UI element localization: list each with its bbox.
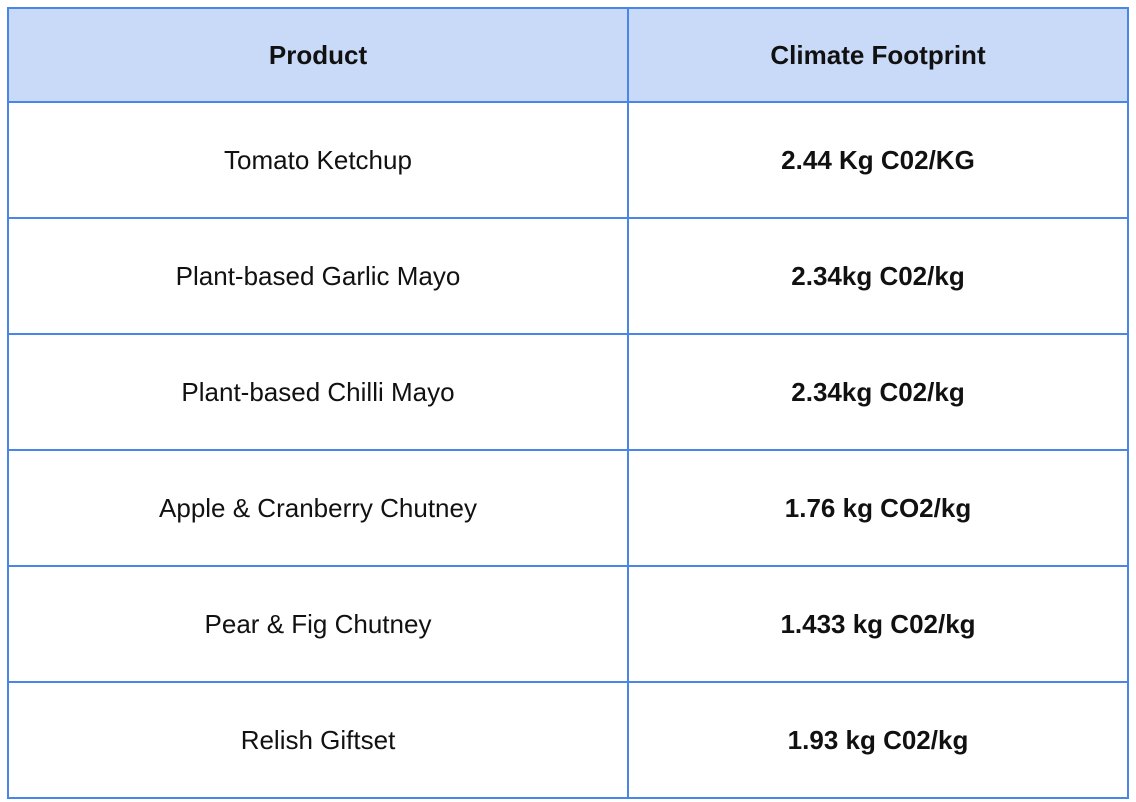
climate-footprint-table: Product Climate Footprint Tomato Ketchup… [7,7,1129,799]
footprint-cell: 1.76 kg CO2/kg [627,449,1129,567]
table-row: Relish Giftset 1.93 kg C02/kg [7,681,1129,799]
product-cell: Apple & Cranberry Chutney [7,449,629,567]
product-cell: Tomato Ketchup [7,101,629,219]
table-row: Pear & Fig Chutney 1.433 kg C02/kg [7,565,1129,683]
footprint-cell: 2.34kg C02/kg [627,217,1129,335]
footprint-cell: 2.34kg C02/kg [627,333,1129,451]
footprint-cell: 1.433 kg C02/kg [627,565,1129,683]
footprint-cell: 1.93 kg C02/kg [627,681,1129,799]
table-row: Apple & Cranberry Chutney 1.76 kg CO2/kg [7,449,1129,567]
table-row: Plant-based Garlic Mayo 2.34kg C02/kg [7,217,1129,335]
product-cell: Pear & Fig Chutney [7,565,629,683]
header-climate-footprint: Climate Footprint [627,7,1129,103]
product-cell: Plant-based Garlic Mayo [7,217,629,335]
table-header-row: Product Climate Footprint [7,7,1129,103]
header-product: Product [7,7,629,103]
footprint-table-container: Product Climate Footprint Tomato Ketchup… [7,7,1129,799]
product-cell: Plant-based Chilli Mayo [7,333,629,451]
footprint-cell: 2.44 Kg C02/KG [627,101,1129,219]
product-cell: Relish Giftset [7,681,629,799]
table-row: Plant-based Chilli Mayo 2.34kg C02/kg [7,333,1129,451]
table-row: Tomato Ketchup 2.44 Kg C02/KG [7,101,1129,219]
